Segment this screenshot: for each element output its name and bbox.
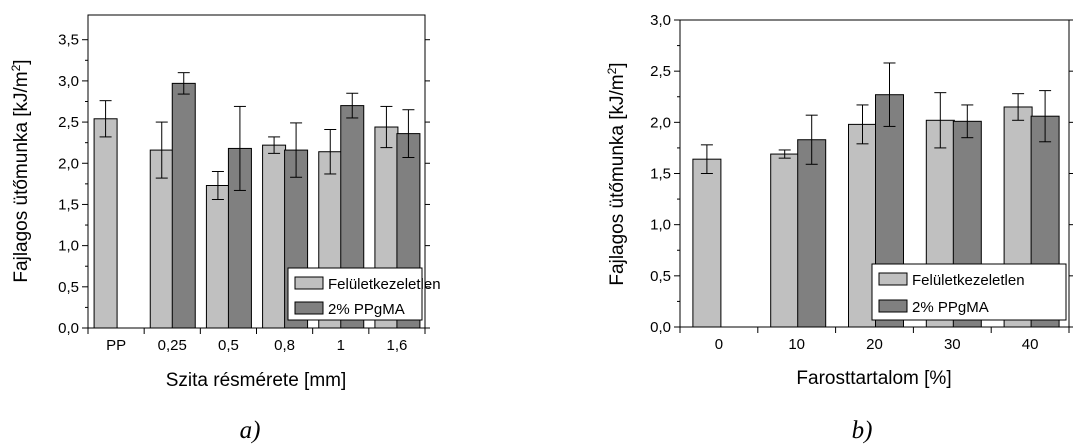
- y-tick-label: 1,5: [58, 196, 79, 213]
- y-tick-label: 0,5: [58, 279, 79, 296]
- legend-label: 2% PPgMA: [328, 301, 405, 318]
- y-tick-label: 0,0: [58, 320, 79, 337]
- y-axis-title: Fajlagos ütőmunka [kJ/m2]: [9, 59, 32, 282]
- chart-b: 0,0 0,5 1,0 1,5 2,0 2,5 3,0 0 10 20 30 40 Felületkez…: [605, 12, 1073, 444]
- x-tick-label: 1,6: [386, 337, 407, 354]
- y-tick-label: 2,5: [650, 63, 671, 80]
- legend-swatch: [878, 299, 908, 313]
- y-tick-label: 0,0: [650, 319, 671, 336]
- chart-caption: a): [240, 417, 261, 444]
- x-tick-label: 0,25: [158, 337, 187, 354]
- y-tick-label: 0,5: [650, 268, 671, 285]
- legend-label: Felületkezeletlen: [328, 276, 441, 293]
- y-tick-label: 1,0: [58, 238, 79, 255]
- x-tick-label: 1: [337, 337, 345, 354]
- x-axis-title: Farosttartalom [%]: [796, 368, 951, 389]
- bar: [205, 185, 230, 329]
- y-axis-title: Fajlagos ütőmunka [kJ/m2]: [605, 62, 628, 285]
- x-tick-label: 30: [944, 336, 961, 353]
- y-tick-label: 2,5: [58, 114, 79, 131]
- legend-swatch: [294, 301, 324, 315]
- y-tick-label: 1,0: [650, 217, 671, 234]
- bar: [93, 118, 118, 329]
- x-tick-label: 40: [1022, 336, 1039, 353]
- chart-caption: b): [852, 417, 873, 444]
- y-tick-label: 3,5: [58, 32, 79, 49]
- bar: [171, 82, 196, 329]
- y-tick-label: 3,0: [650, 12, 671, 29]
- x-tick-label: 0,5: [218, 337, 239, 354]
- legend-swatch: [294, 276, 324, 290]
- bar: [770, 153, 800, 328]
- y-tick-label: 2,0: [58, 155, 79, 172]
- legend-label: Felületkezeletlen: [912, 272, 1025, 289]
- y-tick-label: 1,5: [650, 166, 671, 183]
- bar: [692, 158, 722, 328]
- y-tick-label: 2,0: [650, 114, 671, 131]
- x-tick-label: PP: [106, 337, 126, 354]
- bar: [797, 139, 827, 328]
- legend-swatch: [878, 272, 908, 286]
- x-axis-title: Szita résmérete [mm]: [166, 370, 347, 391]
- legend-label: 2% PPgMA: [912, 299, 989, 316]
- x-tick-label: 0: [715, 336, 723, 353]
- x-tick-label: 0,8: [274, 337, 295, 354]
- chart-a: 0,0 0,5 1,0 1,5 2,0 2,5 3,0 3,5 PP 0,25 0,5 0,8 1 1,6…: [9, 14, 441, 444]
- bar: [262, 144, 287, 329]
- y-tick-label: 3,0: [58, 73, 79, 90]
- x-tick-label: 10: [788, 336, 805, 353]
- x-tick-label: 20: [866, 336, 883, 353]
